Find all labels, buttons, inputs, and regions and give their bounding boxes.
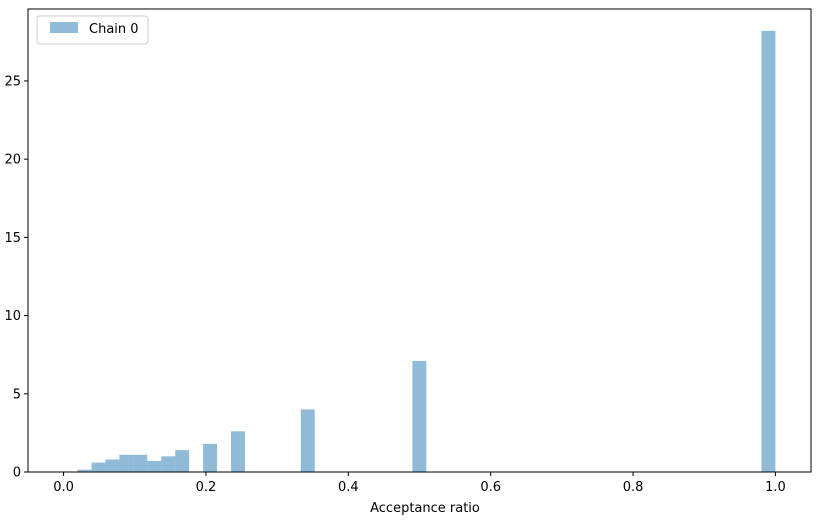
x-tick-label: 0.4 — [338, 480, 359, 495]
histogram-bar — [161, 456, 176, 472]
histogram-bar — [133, 454, 148, 472]
x-tick-label: 0.6 — [480, 480, 501, 495]
x-tick-label: 1.0 — [765, 480, 786, 495]
histogram-bar — [761, 30, 776, 472]
y-tick-label: 5 — [13, 387, 21, 402]
x-axis-ticks: 0.0 0.2 0.4 0.6 0.8 1.0 — [53, 472, 786, 495]
y-tick-label: 20 — [4, 153, 21, 168]
plot-frame — [27, 8, 812, 473]
histogram-bar — [231, 431, 245, 472]
legend-swatch — [50, 22, 78, 33]
histogram-bar — [203, 443, 218, 472]
y-tick-label: 25 — [4, 74, 21, 89]
x-tick-label: 0.2 — [196, 480, 217, 495]
legend-label-chain-0: Chain 0 — [89, 22, 139, 37]
histogram-bar — [77, 469, 92, 472]
histogram-bar — [91, 462, 106, 472]
histogram-bar — [119, 454, 134, 472]
histogram-bar — [412, 360, 427, 472]
y-axis-ticks: 0 5 10 15 20 25 — [4, 74, 28, 481]
y-tick-label: 10 — [4, 309, 21, 324]
x-tick-label: 0.8 — [623, 480, 644, 495]
y-tick-label: 0 — [13, 466, 21, 481]
histogram-bar — [147, 461, 162, 472]
x-axis-label: Acceptance ratio — [370, 501, 480, 516]
y-tick-label: 15 — [4, 231, 21, 246]
legend: Chain 0 — [36, 15, 149, 45]
bars-layer — [77, 30, 776, 472]
histogram-bar — [175, 450, 190, 472]
x-tick-label: 0.0 — [53, 480, 74, 495]
histogram-bar — [105, 459, 120, 472]
histogram-bar — [300, 409, 315, 472]
